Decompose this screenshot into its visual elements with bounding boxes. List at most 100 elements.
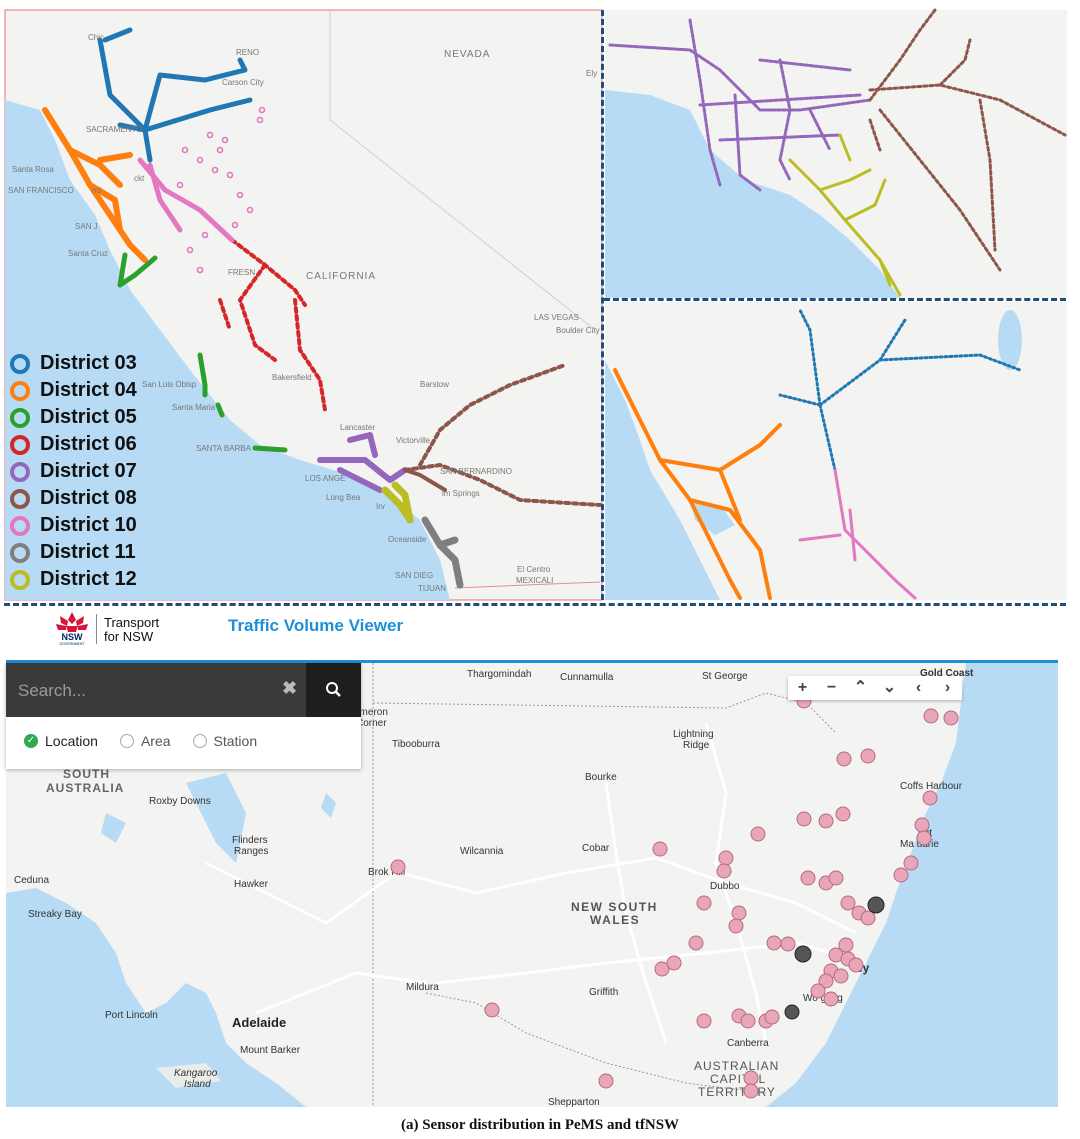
label-long-beach: Long Bea — [326, 493, 361, 502]
legend-item-d05: District 05 — [10, 404, 137, 431]
sensor-pins-dark — [784, 896, 885, 1020]
legend-item-d12: District 12 — [10, 566, 137, 593]
label-san-luis-obispo: San Luis Obisp — [142, 380, 197, 389]
label-nsw-2: WALES — [590, 913, 640, 927]
nsw-logo[interactable]: NSW GOVERNMENT — [50, 610, 94, 646]
nsw-map[interactable]: Thargomindah Cunnamulla St George Gold C… — [6, 663, 1058, 1107]
label-bakersfield: Bakersfield — [272, 373, 312, 382]
label-fresno: FRESN — [228, 268, 255, 277]
label-mildura: Mildura — [406, 982, 439, 993]
district-10-scatter — [176, 106, 266, 274]
label-port-lincoln: Port Lincoln — [105, 1010, 158, 1021]
label-act-1: AUSTRALIAN — [694, 1059, 779, 1073]
label-lancaster: Lancaster — [340, 423, 375, 432]
label-cobar: Cobar — [582, 843, 610, 854]
inset-district-03 — [778, 308, 1022, 472]
pan-left-button[interactable]: ‹ — [915, 679, 922, 696]
label-kangaroo-island-1: Kangaroo — [174, 1068, 218, 1079]
label-san-francisco: SAN FRANCISCO — [8, 186, 74, 195]
label-wilcannia: Wilcannia — [460, 846, 504, 857]
label-nevada: NEVADA — [444, 49, 490, 60]
legend-label: District 06 — [40, 433, 137, 455]
label-los-angeles: LOS ANGE — [305, 474, 345, 483]
radio-icon — [119, 734, 134, 748]
label-stockton: ckt — [134, 174, 145, 183]
label-st-george: St George — [702, 671, 748, 682]
label-tibooburra: Tibooburra — [392, 739, 440, 750]
tfnsw-header — [0, 606, 1060, 660]
search-input[interactable] — [16, 675, 270, 707]
agency-name: Transport for NSW — [104, 616, 159, 644]
zoom-in-button[interactable]: + — [797, 679, 808, 696]
label-lightning-ridge-2: Ridge — [683, 740, 710, 751]
label-hawker: Hawker — [234, 879, 269, 890]
label-oceanside: Oceanside — [388, 535, 427, 544]
district-12-sensors — [381, 481, 414, 524]
label-mount-barker: Mount Barker — [240, 1045, 301, 1056]
divider-inset — [604, 298, 1066, 301]
close-icon[interactable]: ✖ — [282, 678, 298, 698]
label-dubbo: Dubbo — [710, 881, 740, 892]
legend-label: District 12 — [40, 568, 137, 590]
logo-divider — [96, 614, 97, 644]
district-08-sensors — [403, 363, 602, 507]
option-location[interactable]: ✓ Location — [24, 733, 98, 749]
sensor-pins — [390, 693, 959, 1099]
search-mode-options: ✓ Location Area Station — [24, 733, 279, 749]
pacific-ocean — [5, 100, 450, 600]
legend-marker — [10, 515, 30, 536]
inset-district-08 — [868, 8, 1067, 272]
label-santa-cruz: Santa Cruz — [68, 249, 108, 258]
legend-marker — [10, 407, 30, 428]
district-11-sensors — [421, 516, 464, 589]
label-kangaroo-island-2: Island — [184, 1079, 211, 1090]
logo-subtext: GOVERNMENT — [59, 642, 85, 646]
legend-marker — [10, 569, 30, 590]
label-coffs-harbour: Coffs Harbour — [900, 781, 963, 792]
legend-marker — [10, 488, 30, 509]
legend-label: District 07 — [40, 460, 137, 482]
tasman-sea — [766, 663, 1058, 1107]
district-03-sensors — [97, 27, 253, 163]
search-button[interactable] — [306, 663, 361, 717]
legend-label: District 11 — [40, 541, 136, 563]
label-irvine: Irv — [376, 502, 385, 511]
legend-label: District 08 — [40, 487, 137, 509]
divider-horizontal — [4, 603, 1066, 606]
logo-text: NSW — [62, 632, 84, 642]
pan-down-button[interactable]: ⌄ — [882, 679, 897, 696]
pan-right-button[interactable]: › — [944, 679, 951, 696]
district-10-sensors — [137, 157, 235, 243]
option-station[interactable]: Station — [192, 733, 257, 749]
radio-icon — [192, 734, 207, 748]
legend-item-d03: District 03 — [10, 350, 137, 377]
label-gold-coast: Gold Coast — [920, 668, 974, 679]
search-bar: ✖ — [6, 663, 306, 717]
pan-up-button[interactable]: ⌃ — [853, 679, 868, 696]
label-boulder-city: Boulder City — [556, 326, 600, 335]
label-santa-barbara: SANTA BARBA — [196, 444, 252, 453]
label-palm-springs: lm Springs — [442, 489, 480, 498]
legend-label: District 10 — [40, 514, 137, 536]
label-cunnamulla: Cunnamulla — [560, 672, 614, 683]
label-ceduna: Ceduna — [14, 875, 49, 886]
app-title[interactable]: Traffic Volume Viewer — [228, 616, 404, 635]
label-bourke: Bourke — [585, 772, 617, 783]
district-07-sensors — [317, 432, 408, 493]
label-santa-rosa: Santa Rosa — [12, 165, 54, 174]
label-port-macquarie-2: Ma uarie — [900, 839, 939, 850]
legend-marker — [10, 461, 30, 482]
option-area[interactable]: Area — [119, 733, 171, 749]
zoom-out-button[interactable]: − — [826, 679, 837, 696]
search-panel: ✖ ✓ Location Area Station — [6, 663, 361, 769]
label-south-australia-2: AUSTRALIA — [46, 781, 124, 795]
legend-item-d08: District 08 — [10, 485, 137, 512]
label-las-vegas: LAS VEGAS — [534, 313, 579, 322]
label-roxby-downs: Roxby Downs — [149, 796, 211, 807]
label-california: CALIFORNIA — [306, 271, 376, 282]
label-cameron-corner-2: Corner — [356, 718, 387, 729]
legend-marker — [10, 542, 30, 563]
inset-la-ocean — [605, 90, 900, 298]
label-oakland: nd — [92, 186, 101, 195]
label-sacramento: SACRAMENTO — [86, 125, 142, 134]
